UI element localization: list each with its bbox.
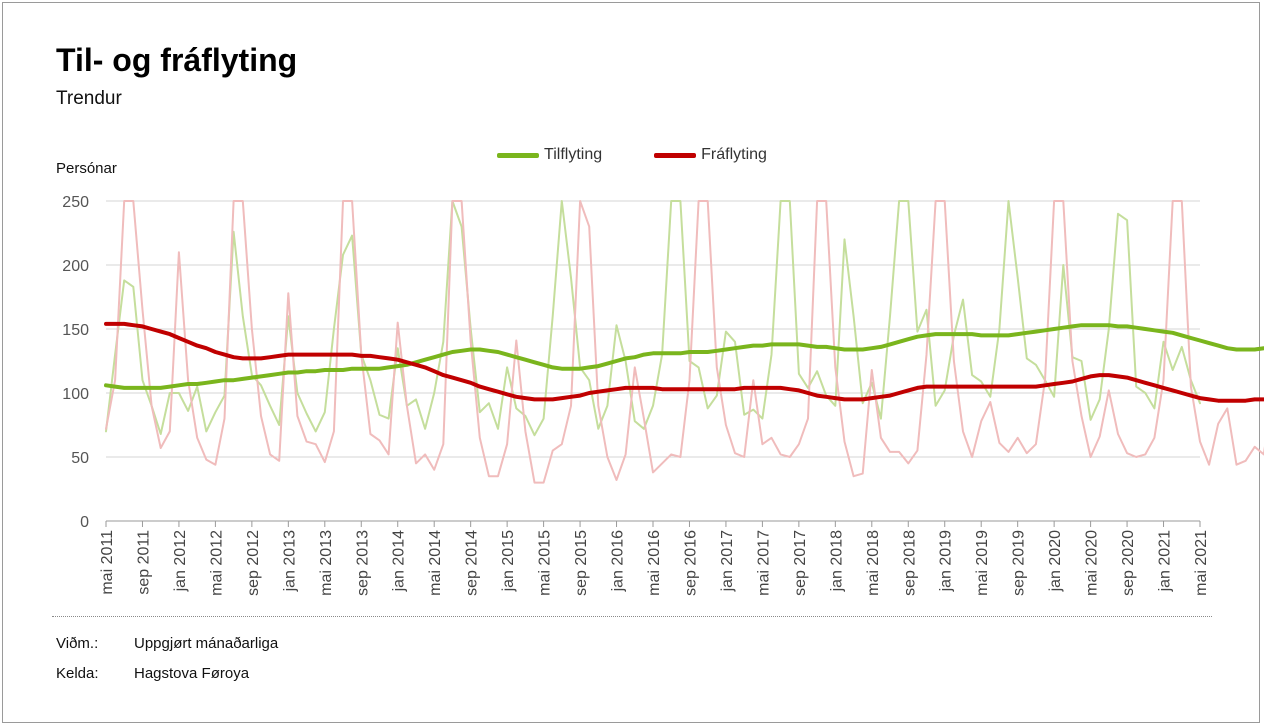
x-axis: mai 2011 sep 2011 jan 2012 mai 2012 sep 2012…: [99, 520, 1210, 596]
x-tick-label: jan 2019: [938, 530, 955, 592]
x-tick-label: jan 2014: [391, 530, 408, 592]
legend: Tilflyting Fráflyting: [0, 146, 1264, 164]
chart-title: Til- og fráflyting: [56, 42, 298, 78]
x-tick-label: sep 2019: [1011, 530, 1028, 596]
x-tick-label: jan 2015: [500, 530, 517, 592]
chart-subtitle: Trendur: [56, 88, 122, 109]
x-tick-label: jan 2020: [1047, 530, 1064, 592]
series-line-fraflyting: [104, 321, 1264, 403]
x-tick-label: mai 2017: [755, 530, 772, 596]
y-tick-label: 0: [80, 514, 89, 531]
x-tick-label: jan 2021: [1157, 530, 1174, 592]
x-tick-label: jan 2016: [610, 530, 627, 592]
x-tick-label: mai 2013: [318, 530, 335, 596]
legend-item-tilflyting: Tilflyting: [497, 146, 602, 164]
x-tick-label: jan 2013: [281, 530, 298, 592]
footer-source-value: Hagstova Føroya: [134, 665, 250, 682]
x-tick-label: jan 2012: [172, 530, 189, 592]
x-tick-label: mai 2019: [974, 530, 991, 596]
legend-label-fraflyting: Fráflyting: [701, 146, 767, 163]
footer-source-key: Kelda:: [56, 665, 99, 682]
footer-unit-value: Uppgjørt mánaðarliga: [134, 635, 279, 652]
raw-series-line-2: [105, 200, 1201, 437]
y-tick-label: 250: [62, 194, 89, 211]
x-tick-label: mai 2012: [208, 530, 225, 596]
x-tick-label: sep 2020: [1120, 530, 1137, 596]
x-tick-label: mai 2016: [646, 530, 663, 596]
x-tick-label: sep 2015: [573, 530, 590, 596]
footer-source-row: Kelda: Hagstova Føroya: [56, 665, 249, 682]
x-tick-label: jan 2017: [719, 530, 736, 592]
raw-series-line-3: [105, 200, 1264, 484]
y-tick-label: 200: [62, 258, 89, 275]
x-tick-label: mai 2015: [537, 530, 554, 596]
series-line-tilflyting: [104, 323, 1264, 390]
gridlines: [106, 200, 1200, 458]
x-tick-label: jan 2018: [828, 530, 845, 592]
x-tick-label: sep 2016: [682, 530, 699, 596]
y-tick-label: 100: [62, 386, 89, 403]
y-tick-label: 150: [62, 322, 89, 339]
legend-swatch-tilflyting: [497, 152, 540, 158]
x-tick-label: mai 2011: [99, 530, 116, 595]
x-tick-label: sep 2012: [245, 530, 262, 596]
x-tick-label: sep 2014: [464, 530, 481, 596]
x-tick-label: mai 2018: [865, 530, 882, 596]
x-tick-label: sep 2017: [792, 530, 809, 596]
y-axis-label: Persónar: [56, 160, 117, 177]
x-tick-label: mai 2021: [1193, 530, 1210, 596]
footer-divider: [52, 616, 1212, 617]
x-tick-label: sep 2018: [901, 530, 918, 596]
x-tick-label: mai 2014: [427, 530, 444, 596]
legend-swatch-fraflyting: [654, 152, 697, 158]
series-lines: [104, 200, 1264, 484]
footer-unit-row: Viðm.: Uppgjørt mánaðarliga: [56, 635, 278, 652]
y-tick-labels: 0 50 100 150 200 250: [62, 194, 89, 531]
x-tick-label: sep 2013: [354, 530, 371, 596]
footer-unit-key: Viðm.:: [56, 635, 99, 652]
x-tick-label: mai 2020: [1084, 530, 1101, 596]
x-tick-label: sep 2011: [135, 530, 152, 595]
y-tick-label: 50: [71, 450, 89, 467]
legend-item-fraflyting: Fráflyting: [654, 146, 767, 164]
legend-label-tilflyting: Tilflyting: [544, 146, 603, 163]
